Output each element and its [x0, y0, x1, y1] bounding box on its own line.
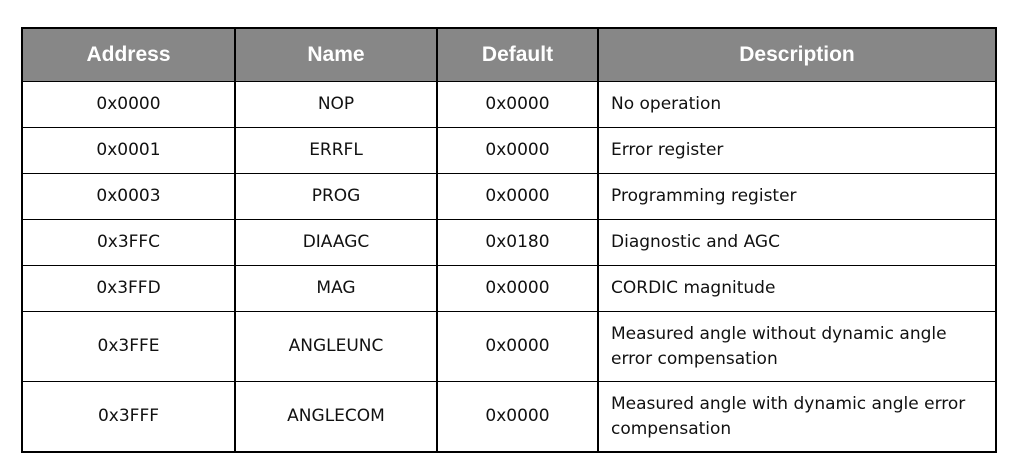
table-row: 0x0003 PROG 0x0000 Programming register	[21, 173, 997, 220]
table-row: 0x3FFD MAG 0x0000 CORDIC magnitude	[21, 265, 997, 312]
cell-description: Error register	[597, 127, 997, 174]
header-name: Name	[234, 27, 438, 82]
cell-description: Measured angle without dynamic angle err…	[597, 311, 997, 382]
cell-default: 0x0000	[436, 127, 599, 174]
table-row: 0x0001 ERRFL 0x0000 Error register	[21, 127, 997, 174]
cell-default: 0x0000	[436, 173, 599, 220]
cell-default: 0x0000	[436, 81, 599, 128]
cell-address: 0x3FFC	[21, 219, 236, 266]
header-address: Address	[21, 27, 236, 82]
cell-name: ANGLECOM	[234, 381, 438, 453]
cell-description: No operation	[597, 81, 997, 128]
cell-address: 0x3FFD	[21, 265, 236, 312]
cell-address: 0x0003	[21, 173, 236, 220]
cell-description: CORDIC magnitude	[597, 265, 997, 312]
cell-default: 0x0180	[436, 219, 599, 266]
cell-description: Programming register	[597, 173, 997, 220]
cell-name: ERRFL	[234, 127, 438, 174]
header-default: Default	[436, 27, 599, 82]
table-row: 0x3FFF ANGLECOM 0x0000 Measured angle with …	[21, 381, 997, 453]
header-description: Description	[597, 27, 997, 82]
cell-name: NOP	[234, 81, 438, 128]
cell-default: 0x0000	[436, 381, 599, 453]
cell-name: MAG	[234, 265, 438, 312]
cell-address: 0x0000	[21, 81, 236, 128]
table-row: 0x0000 NOP 0x0000 No operation	[21, 81, 997, 128]
table-row: 0x3FFC DIAAGC 0x0180 Diagnostic and AGC	[21, 219, 997, 266]
register-table: Address Name Default Description 0x0000 N…	[21, 27, 997, 453]
cell-name: PROG	[234, 173, 438, 220]
table-header-row: Address Name Default Description	[21, 27, 997, 82]
cell-address: 0x3FFF	[21, 381, 236, 453]
cell-default: 0x0000	[436, 265, 599, 312]
cell-default: 0x0000	[436, 311, 599, 382]
cell-description: Measured angle with dynamic angle error …	[597, 381, 997, 453]
cell-description: Diagnostic and AGC	[597, 219, 997, 266]
cell-name: ANGLEUNC	[234, 311, 438, 382]
cell-name: DIAAGC	[234, 219, 438, 266]
table-row: 0x3FFE ANGLEUNC 0x0000 Measured angle witho…	[21, 311, 997, 382]
cell-address: 0x3FFE	[21, 311, 236, 382]
cell-address: 0x0001	[21, 127, 236, 174]
